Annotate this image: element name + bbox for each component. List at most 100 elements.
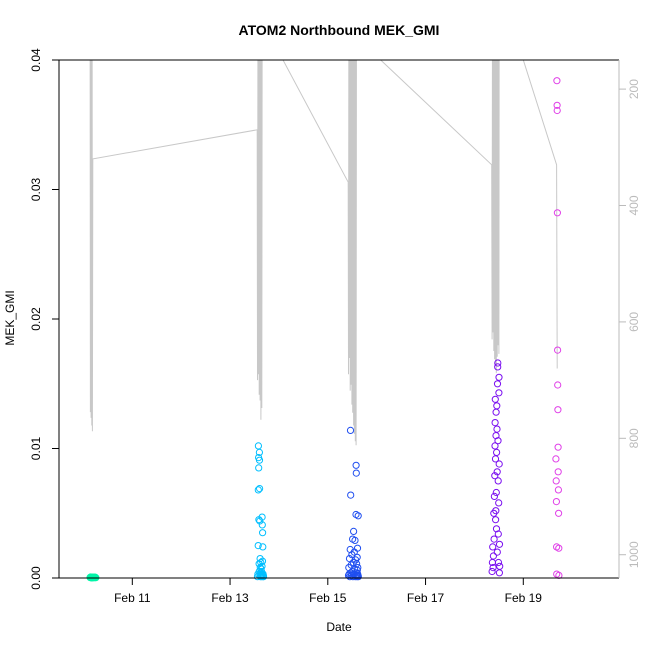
data-point	[347, 491, 355, 499]
data-point	[259, 543, 267, 551]
data-point	[493, 425, 501, 433]
series-4	[488, 359, 504, 577]
data-point	[491, 442, 499, 450]
data-point	[350, 527, 358, 536]
data-point	[495, 389, 503, 397]
data-point	[352, 469, 360, 477]
x-tick-label: Feb 17	[407, 591, 445, 605]
data-point	[256, 517, 264, 525]
data-point	[494, 363, 502, 371]
data-point	[555, 509, 563, 517]
data-point	[259, 573, 268, 581]
plot-area	[86, 60, 563, 582]
y-tick-label: 0.03	[29, 177, 43, 201]
data-point	[553, 209, 562, 217]
data-point	[493, 402, 501, 410]
data-point	[354, 512, 362, 520]
data-point	[553, 106, 561, 115]
y2-tick-label: 400	[627, 195, 641, 215]
data-point	[495, 460, 503, 468]
data-point	[352, 461, 360, 469]
data-point	[489, 543, 497, 551]
data-point	[552, 498, 561, 506]
series-1	[86, 573, 100, 582]
data-point	[552, 455, 560, 463]
data-point	[346, 426, 355, 434]
x-tick-label: Feb 19	[505, 591, 543, 605]
data-point	[555, 544, 563, 552]
data-point	[492, 507, 500, 515]
data-point	[493, 380, 502, 388]
data-point	[495, 569, 503, 577]
data-point	[495, 499, 503, 507]
x-axis-label: Date	[326, 620, 352, 634]
data-point	[354, 573, 362, 581]
data-point	[492, 408, 500, 416]
chart-title: ATOM2 Northbound MEK_GMI	[239, 22, 440, 38]
data-point	[489, 564, 497, 572]
y2-tick-label: 200	[627, 79, 641, 99]
data-point	[258, 557, 267, 565]
altitude-line	[89, 60, 558, 446]
x-tick-label: Feb 13	[211, 591, 249, 605]
data-point	[254, 542, 262, 550]
data-point	[354, 564, 362, 572]
x-tick-label: Feb 15	[309, 591, 347, 605]
data-point	[496, 562, 504, 570]
data-point	[554, 468, 562, 476]
data-point	[259, 529, 267, 537]
data-point	[554, 381, 562, 389]
data-point	[494, 437, 502, 445]
y-tick-label: 0.04	[29, 48, 43, 72]
y2-axis: 200 400 600 800 1000	[618, 60, 641, 578]
data-point	[495, 373, 503, 381]
data-point	[494, 558, 503, 567]
data-point	[353, 553, 361, 561]
data-point	[494, 530, 502, 538]
data-point	[254, 486, 262, 494]
y2-tick-label: 600	[627, 312, 641, 332]
y2-tick-label: 800	[627, 428, 641, 448]
data-point	[492, 488, 500, 497]
series-2	[253, 442, 268, 581]
data-point	[554, 346, 562, 354]
y2-tick-label: 1000	[627, 541, 641, 568]
data-point	[258, 562, 266, 570]
data-point	[495, 540, 504, 548]
series-5	[552, 77, 563, 580]
data-point	[491, 419, 499, 427]
data-point	[490, 492, 498, 500]
data-point	[493, 468, 501, 476]
data-point	[256, 485, 264, 493]
data-point	[255, 464, 263, 472]
y-tick-label: 0.01	[29, 436, 43, 460]
data-point	[488, 567, 496, 576]
data-point	[494, 477, 502, 485]
data-point	[254, 442, 262, 450]
x-axis: Feb 11 Feb 13 Feb 15 Feb 17 Feb 19	[59, 577, 619, 605]
data-point	[494, 359, 502, 367]
data-point	[255, 448, 263, 456]
data-point	[491, 395, 499, 403]
data-point	[258, 521, 266, 529]
data-point	[553, 77, 561, 85]
data-point	[555, 571, 563, 580]
data-point	[554, 486, 563, 494]
data-point	[554, 443, 562, 451]
y-axis: 0.00 0.01 0.02 0.03 0.04	[29, 48, 619, 590]
data-point	[351, 536, 359, 545]
data-point	[493, 548, 501, 556]
data-point	[490, 535, 498, 543]
data-point	[255, 456, 264, 464]
data-point	[353, 544, 362, 552]
data-point	[258, 513, 266, 521]
y-axis-label: MEK_GMI	[3, 290, 17, 345]
x-tick-label: Feb 11	[114, 591, 151, 605]
y-tick-label: 0.00	[29, 566, 43, 590]
data-point	[492, 516, 500, 524]
data-point	[554, 406, 562, 414]
series-3	[344, 426, 362, 581]
data-point	[489, 552, 497, 560]
y-tick-label: 0.02	[29, 307, 43, 331]
